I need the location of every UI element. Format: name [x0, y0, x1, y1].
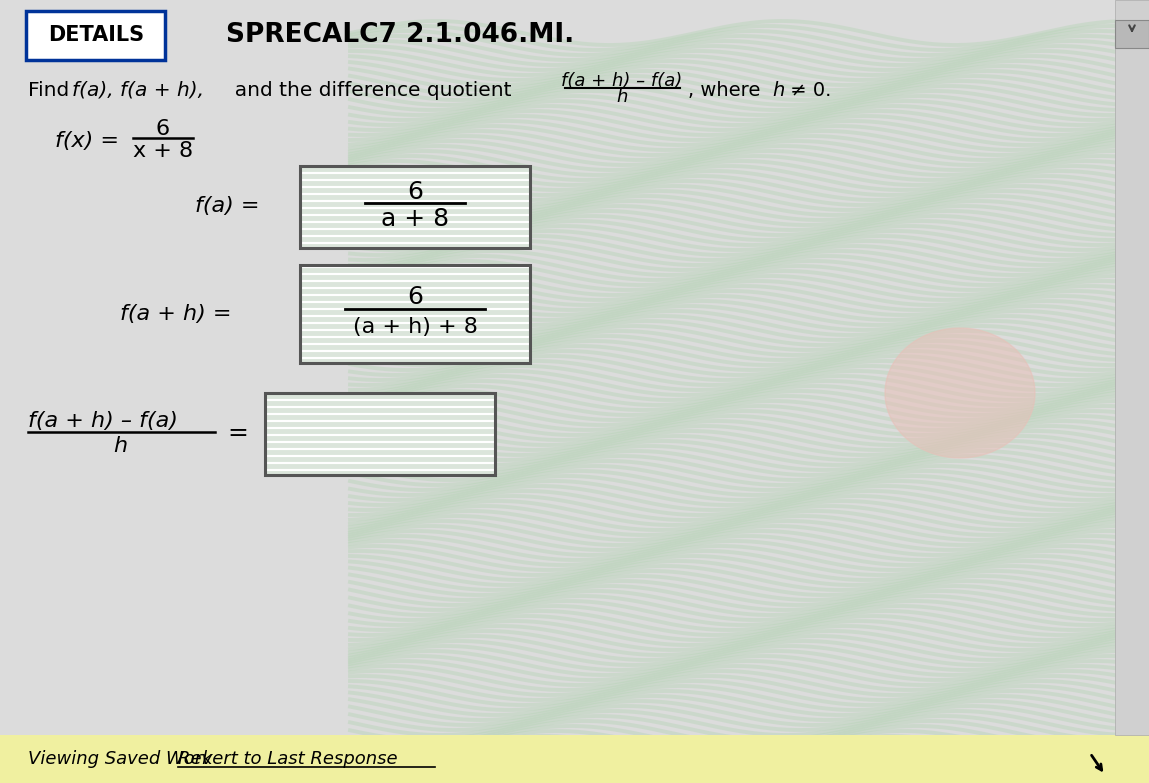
Text: and the difference quotient: and the difference quotient	[222, 81, 511, 99]
Text: ≠ 0.: ≠ 0.	[784, 81, 832, 99]
Text: h: h	[113, 436, 128, 456]
Text: f(a + h) – f(a): f(a + h) – f(a)	[28, 411, 178, 431]
Text: =: =	[219, 421, 257, 445]
FancyBboxPatch shape	[1115, 20, 1149, 48]
Text: a + 8: a + 8	[381, 207, 449, 231]
Polygon shape	[885, 328, 1035, 458]
Text: f(a) =: f(a) =	[195, 196, 267, 216]
Text: DETAILS: DETAILS	[48, 25, 144, 45]
Text: 6: 6	[407, 285, 423, 309]
Text: SPRECALC7 2.1.046.MI.: SPRECALC7 2.1.046.MI.	[226, 22, 574, 48]
Text: 6: 6	[156, 119, 170, 139]
Text: Viewing Saved Work: Viewing Saved Work	[28, 750, 218, 768]
Text: h: h	[616, 88, 627, 106]
Text: (a + h) + 8: (a + h) + 8	[353, 317, 478, 337]
FancyBboxPatch shape	[0, 735, 1149, 783]
Text: Find: Find	[28, 81, 82, 99]
Text: f(a + h) – f(a): f(a + h) – f(a)	[562, 72, 683, 90]
FancyBboxPatch shape	[265, 393, 495, 475]
Text: Revert to Last Response: Revert to Last Response	[178, 750, 398, 768]
Text: f(a), f(a + h),: f(a), f(a + h),	[72, 81, 205, 99]
Text: h: h	[772, 81, 785, 99]
Text: f(a + h) =: f(a + h) =	[119, 304, 239, 324]
FancyBboxPatch shape	[300, 265, 530, 363]
Text: 6: 6	[407, 180, 423, 204]
FancyBboxPatch shape	[26, 11, 165, 60]
FancyBboxPatch shape	[1115, 0, 1149, 735]
Text: f(x) =: f(x) =	[55, 131, 126, 151]
Text: x + 8: x + 8	[133, 141, 193, 161]
Text: , where: , where	[688, 81, 766, 99]
FancyBboxPatch shape	[300, 166, 530, 248]
